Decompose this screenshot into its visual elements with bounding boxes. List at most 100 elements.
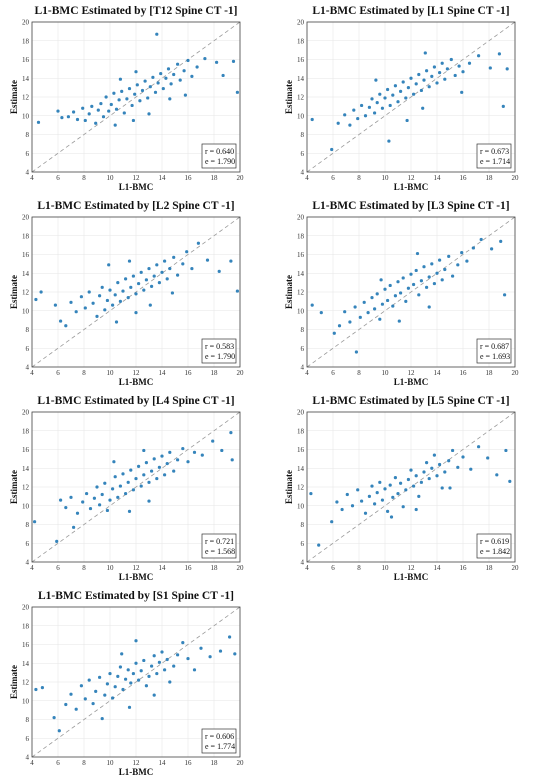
data-point [501,104,505,108]
data-point [438,462,442,467]
x-tick-label: 4 [30,369,34,377]
y-tick-label: 8 [301,521,305,529]
data-point [380,498,384,502]
y-tick-label: 10 [297,502,305,510]
data-point [217,269,221,273]
x-tick-label: 16 [460,174,468,182]
data-point [164,76,168,80]
data-point [155,32,159,36]
data-point [125,97,129,101]
data-point [142,448,146,453]
chart-title: L1-BMC Estimated by [L3 Spine CT -1] [312,200,509,212]
data-point [409,76,413,80]
data-point [388,483,392,487]
data-point [370,296,374,300]
data-point [353,305,357,309]
x-tick-label: 16 [185,369,193,377]
chart-title: L1-BMC Estimated by [T12 Spine CT -1] [35,5,238,17]
data-point [172,255,176,259]
x-tick-label: 6 [331,564,335,572]
axes-frame [306,411,516,563]
data-point [155,263,159,267]
stat-r: r = 0.583 [205,342,234,351]
data-point [386,298,390,303]
scatter-panel-2: L1-BMC Estimated by [L1 Spine CT -1] 4 6 8 1… [275,0,550,195]
data-point [406,86,410,90]
data-point [203,56,207,61]
data-point [103,693,107,697]
data-point [375,101,379,105]
stat-e: e = 1.790 [205,157,235,166]
data-point [404,96,408,100]
data-point [135,83,139,87]
data-point [121,687,125,692]
data-point [412,484,416,488]
chart-title: L1-BMC Estimated by [S1 Spine CT -1] [38,590,234,602]
y-tick-label: 14 [22,75,30,83]
data-point [499,239,503,243]
data-point [94,689,98,693]
data-point [443,470,447,474]
data-point [168,97,172,101]
y-tick-label: 20 [22,604,30,612]
data-point [438,258,442,262]
y-tick-label: 8 [26,131,30,139]
y-tick-label: 14 [22,270,30,278]
data-point [414,507,418,512]
data-point [456,263,460,267]
data-point [105,298,109,303]
stats-box [201,533,237,559]
x-tick-label: 12 [133,174,141,182]
data-point [60,116,64,120]
stats-box [201,728,237,754]
data-point [91,301,95,305]
data-point [118,665,122,669]
data-point [335,500,339,504]
identity-line [306,411,516,563]
x-axis-label: L1-BMC [394,572,429,582]
data-point [129,681,133,685]
axes-frame [306,21,516,173]
y-tick-label: 12 [22,679,30,687]
x-tick-label: 20 [237,369,245,377]
data-point [378,317,382,321]
scatter-panel-4: L1-BMC Estimated by [L3 Spine CT -1] 4 6 8 1… [275,195,550,390]
data-point [310,303,314,307]
x-tick-label: 12 [133,369,141,377]
data-point [134,292,138,296]
data-point [148,303,152,307]
data-point [176,458,180,462]
data-point [131,274,135,278]
data-point [107,263,111,267]
data-point [161,86,165,91]
data-point [432,281,436,286]
data-point [427,85,431,89]
data-point [397,319,401,323]
data-point [435,271,439,275]
x-tick-label: 20 [512,564,520,572]
data-point [186,460,190,464]
data-point [235,90,239,94]
data-point [427,476,431,481]
data-point [147,112,151,116]
data-point [417,72,421,77]
identity-line [31,411,241,563]
data-point [120,652,124,656]
data-point [160,650,164,654]
data-point [53,303,58,307]
axes-frame [306,216,516,368]
y-tick-label: 12 [297,94,305,102]
data-point [427,305,431,309]
y-tick-label: 12 [22,94,30,102]
data-point [181,641,185,645]
data-point [367,105,371,109]
data-point [134,70,138,74]
y-tick-label: 10 [297,112,305,120]
x-tick-label: 18 [486,174,494,182]
x-tick-label: 10 [107,564,115,572]
x-tick-label: 8 [82,174,86,182]
x-tick-label: 16 [185,174,193,182]
data-point [332,331,336,335]
scatter-plot-svg: L1-BMC Estimated by [L3 Spine CT -1] 4 6 8 1… [284,200,519,387]
data-point [460,251,464,255]
